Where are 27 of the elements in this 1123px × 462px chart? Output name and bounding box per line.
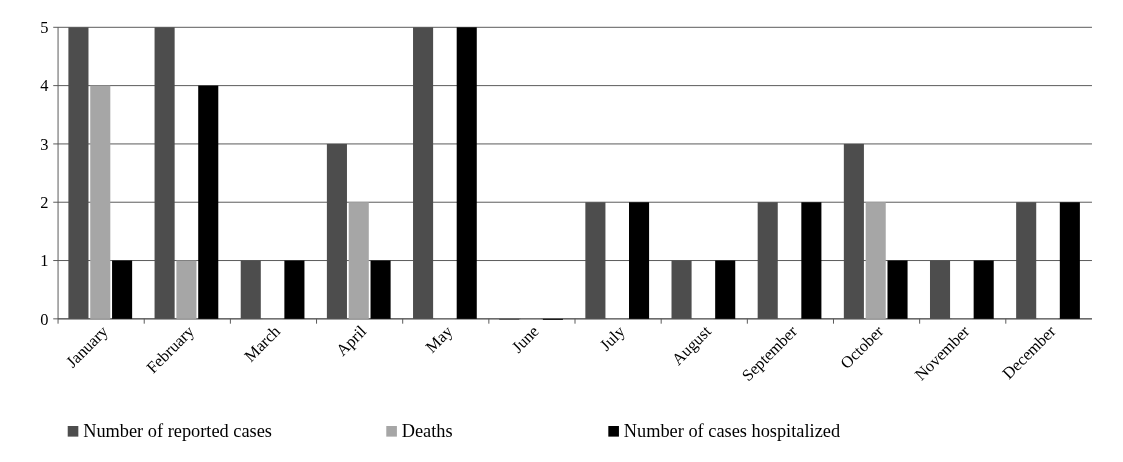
y-tick-label: 2 — [40, 192, 49, 212]
legend-label: Deaths — [401, 420, 453, 441]
y-tick-label: 1 — [40, 251, 49, 271]
bar — [284, 260, 305, 319]
bar — [629, 202, 650, 319]
x-tick-label: June — [507, 321, 543, 357]
bar — [973, 260, 994, 319]
y-tick-label: 3 — [40, 134, 49, 154]
legend-label: Number of cases hospitalized — [623, 420, 841, 441]
bar — [348, 202, 369, 319]
y-tick-label: 4 — [40, 76, 49, 96]
bar — [801, 202, 822, 319]
legend-label: Number of reported cases — [83, 420, 272, 441]
bar — [370, 260, 391, 319]
bar — [887, 260, 908, 319]
bar — [176, 260, 197, 319]
bar — [112, 260, 133, 319]
y-tick-label: 0 — [40, 309, 49, 329]
y-tick-label: 5 — [40, 18, 49, 38]
x-tick-label: May — [421, 321, 457, 357]
bar — [456, 27, 477, 319]
bar — [198, 85, 219, 319]
x-tick-label: July — [595, 321, 630, 355]
bar — [90, 85, 111, 319]
bar — [715, 260, 736, 319]
bar — [1059, 202, 1080, 319]
bar — [865, 202, 886, 319]
